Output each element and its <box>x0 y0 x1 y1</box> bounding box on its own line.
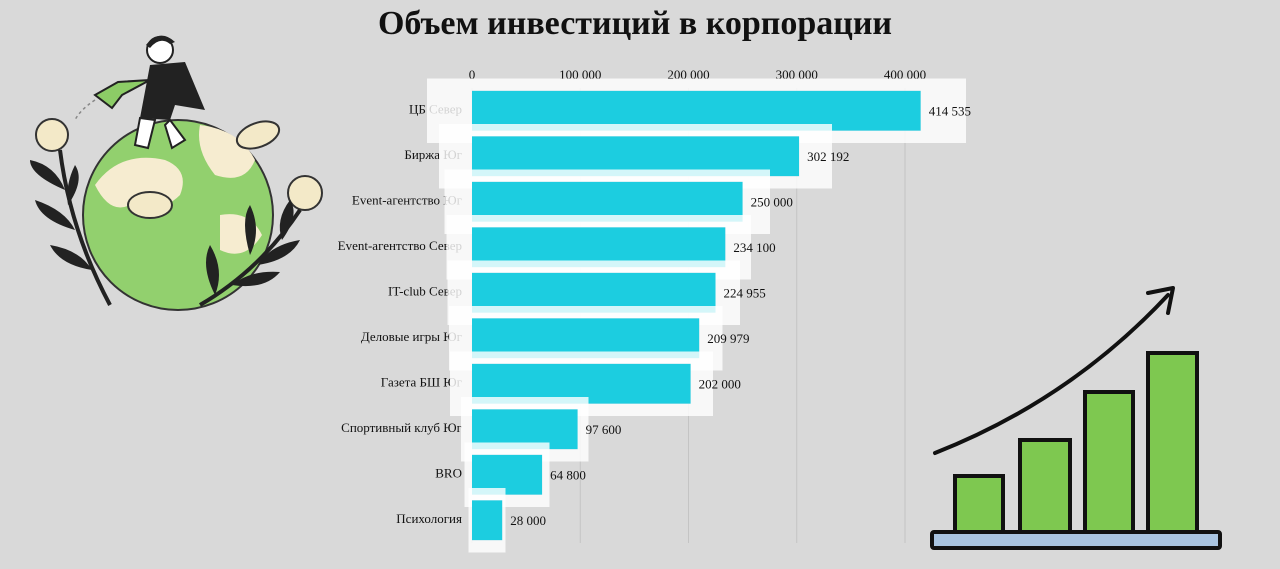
chart-title: Объем инвестиций в корпорации <box>378 5 892 42</box>
bar <box>472 181 743 222</box>
value-label: 234 100 <box>733 240 775 255</box>
category-label: Спортивный клуб Юг <box>341 420 462 435</box>
x-tick-label: 400 000 <box>884 67 926 82</box>
value-label: 64 800 <box>550 468 586 483</box>
x-tick-label: 0 <box>469 67 476 82</box>
value-label: 250 000 <box>751 195 793 210</box>
bar <box>472 500 503 541</box>
growth-icon <box>930 286 1222 550</box>
category-label: Биржа Юг <box>404 147 462 162</box>
category-label: BRO <box>435 466 462 481</box>
bar <box>472 272 716 313</box>
bar <box>472 318 700 359</box>
category-label: Event-агентство Север <box>338 238 462 253</box>
category-label: Деловые игры Юг <box>361 329 462 344</box>
category-label: IT-club Север <box>388 284 462 299</box>
x-tick-label: 300 000 <box>776 67 818 82</box>
bar <box>472 454 543 495</box>
x-tick-label: 200 000 <box>667 67 709 82</box>
category-label: ЦБ Север <box>409 102 462 117</box>
globe-illustration <box>30 35 323 311</box>
bar <box>472 136 800 177</box>
bar <box>472 363 691 404</box>
value-label: 224 955 <box>724 286 766 301</box>
category-label: Психология <box>396 511 462 526</box>
value-label: 414 535 <box>929 104 971 119</box>
value-label: 302 192 <box>807 149 849 164</box>
value-label: 209 979 <box>707 331 749 346</box>
value-label: 97 600 <box>586 422 622 437</box>
category-label: Event-агентство Юг <box>352 193 462 208</box>
value-label: 202 000 <box>699 377 741 392</box>
bar <box>472 90 921 131</box>
bar <box>472 409 578 450</box>
category-label: Газета БШ Юг <box>381 375 462 390</box>
x-tick-label: 100 000 <box>559 67 601 82</box>
bar <box>472 227 726 268</box>
value-label: 28 000 <box>510 513 546 528</box>
